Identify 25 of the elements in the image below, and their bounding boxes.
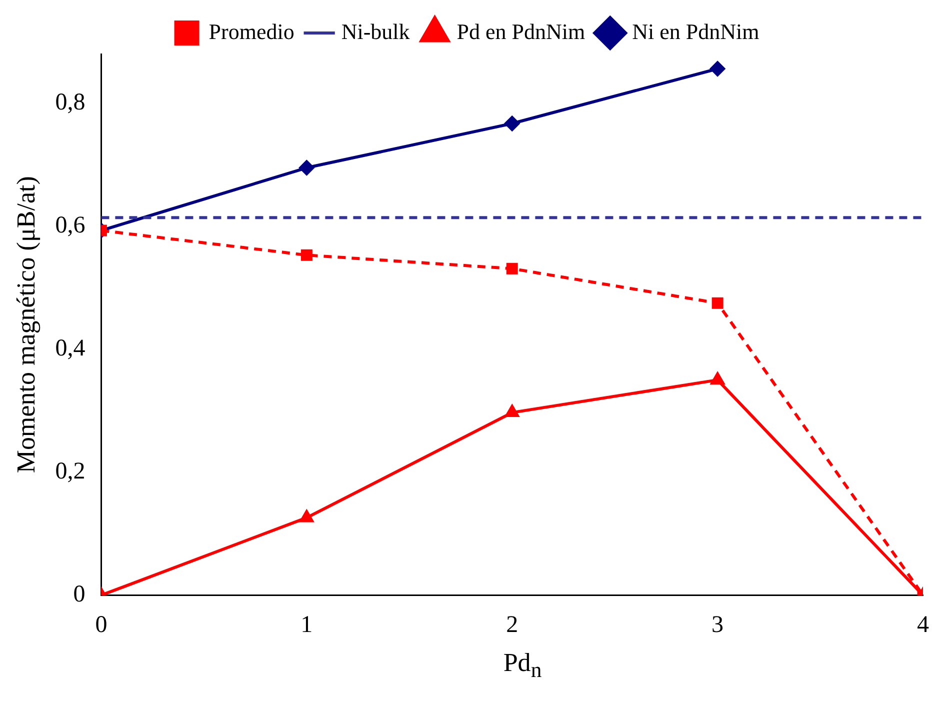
x-tick-label: 3 <box>712 612 724 638</box>
point <box>504 116 520 131</box>
y-tick-label: 0,6 <box>55 212 86 238</box>
y-tick-label: 0,2 <box>55 458 86 484</box>
point <box>299 160 314 176</box>
legend-label: Promedio <box>208 18 294 44</box>
point <box>300 510 314 522</box>
point <box>300 249 312 261</box>
legend-label: Ni en PdnNim <box>632 18 760 44</box>
legend-label: Ni-bulk <box>341 18 410 44</box>
point <box>710 372 724 384</box>
y-tick-label: 0,8 <box>55 89 86 116</box>
x-tick-label: 4 <box>917 612 929 638</box>
y-axis-title: Momento magnético (μB/at) <box>11 176 40 474</box>
point <box>505 405 519 418</box>
x-tick-label: 1 <box>300 612 313 638</box>
legend-label: Pd en PdnNim <box>456 18 586 44</box>
x-axis-title: Pd$_{n}$ <box>502 648 543 684</box>
point <box>712 297 724 309</box>
y-tick-label: 0 <box>73 581 86 608</box>
point <box>710 61 726 76</box>
point <box>506 262 518 274</box>
x-tick-label: 2 <box>506 612 518 638</box>
x-tick-label: 0 <box>95 612 108 638</box>
y-tick-label: 0,4 <box>55 335 86 362</box>
